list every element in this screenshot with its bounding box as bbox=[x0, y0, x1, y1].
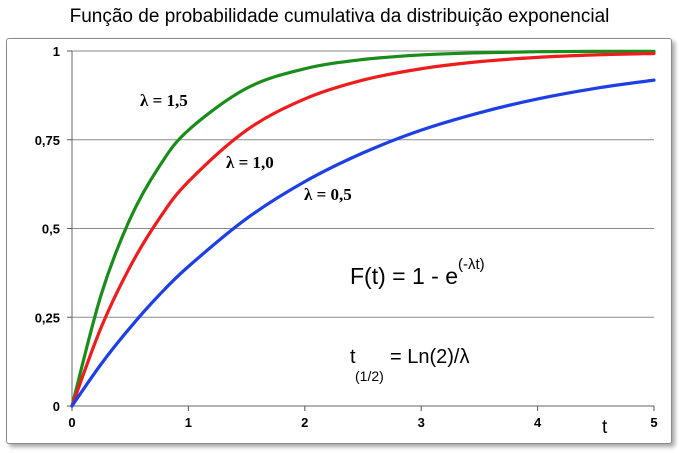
halflife-subscript: (1/2) bbox=[355, 368, 384, 384]
series-label-lambda-1-5: λ = 1,5 bbox=[140, 91, 188, 110]
y-tick-label-4: 1 bbox=[53, 44, 60, 59]
series-label-lambda-0-5: λ = 0,5 bbox=[304, 185, 352, 204]
formula-annotation: F(t) = 1 - e(-λt) bbox=[350, 256, 485, 289]
tick-labels: 0 0,25 0,5 0,75 1 0 1 2 3 4 5 bbox=[35, 44, 658, 430]
halflife-symbol: t bbox=[350, 346, 356, 368]
series-line-2 bbox=[70, 78, 656, 408]
x-tick-label-4: 4 bbox=[534, 415, 542, 430]
axes bbox=[67, 50, 655, 411]
x-tick-label-1: 1 bbox=[185, 415, 192, 430]
y-tick-label-0: 0 bbox=[53, 399, 60, 414]
chart-frame bbox=[6, 38, 672, 444]
halflife-formula: = Ln(2)/λ bbox=[390, 346, 469, 368]
chart-title: Função de probabilidade cumulativa da di… bbox=[69, 6, 610, 27]
x-tick-label-5: 5 bbox=[650, 415, 657, 430]
y-tick-label-2: 0,5 bbox=[42, 222, 60, 237]
formula-main: F(t) = 1 - e bbox=[350, 263, 458, 289]
y-tick-label-3: 0,75 bbox=[35, 133, 60, 148]
series-line-0 bbox=[70, 49, 656, 408]
formula-exponent: (-λt) bbox=[458, 256, 485, 273]
series-label-lambda-1-0: λ = 1,0 bbox=[226, 153, 274, 172]
y-tick-label-1: 0,25 bbox=[35, 310, 60, 325]
x-tick-label-3: 3 bbox=[418, 415, 425, 430]
x-axis-label: t bbox=[602, 417, 608, 438]
x-tick-label-0: 0 bbox=[68, 415, 75, 430]
series-lines bbox=[70, 49, 656, 408]
x-tick-label-2: 2 bbox=[301, 415, 308, 430]
series-line-1 bbox=[70, 51, 656, 408]
